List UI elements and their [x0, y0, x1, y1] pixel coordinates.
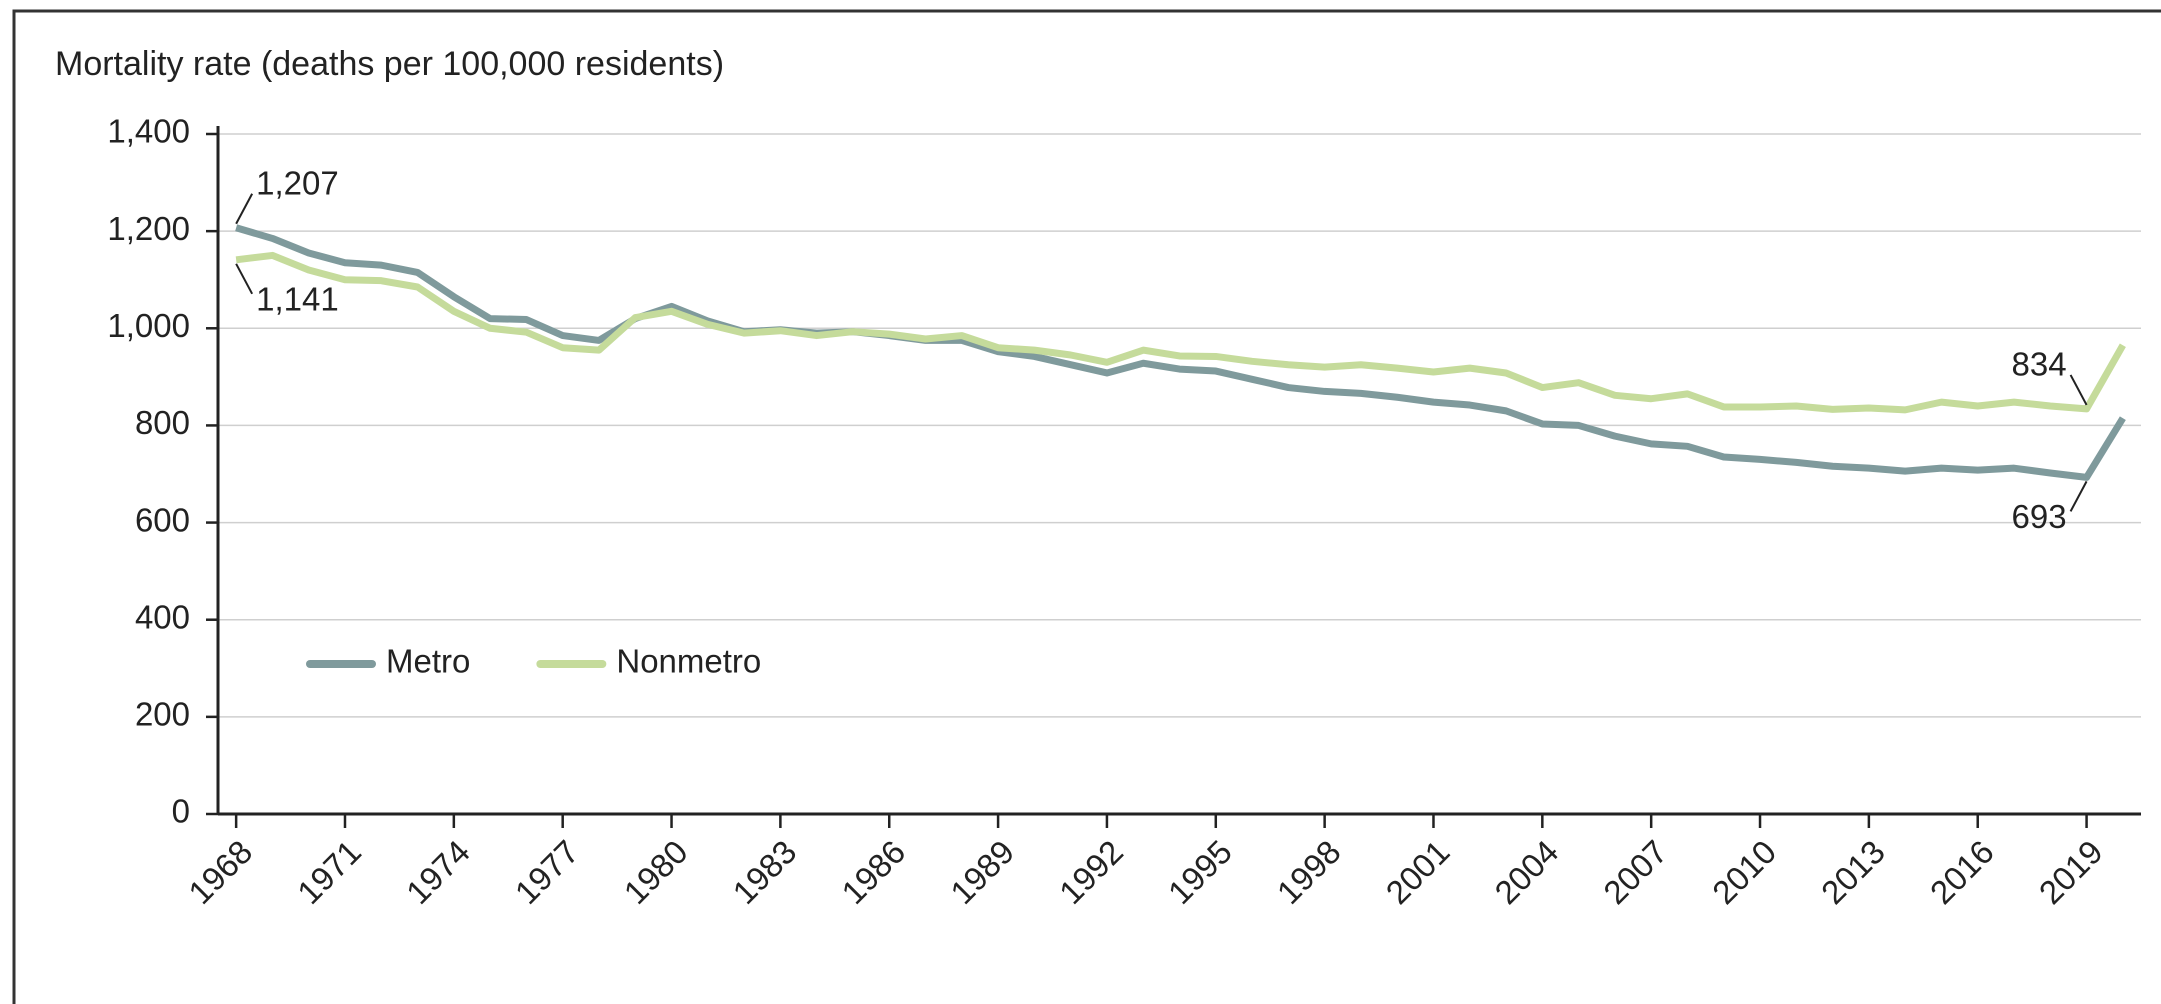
data-label: 1,141: [256, 281, 339, 318]
data-label: 1,207: [256, 164, 339, 201]
y-tick-label: 800: [135, 404, 190, 441]
x-tick-label: 1986: [834, 833, 912, 911]
x-tick-label: 1992: [1052, 833, 1130, 911]
data-label: 834: [2012, 346, 2067, 383]
x-tick-label: 2007: [1596, 833, 1674, 911]
x-tick-label: 1983: [725, 833, 803, 911]
x-tick-label: 1974: [399, 833, 477, 911]
frame: [12, 9, 2161, 1004]
label-leader: [235, 263, 254, 295]
series-line: [235, 224, 2126, 481]
x-tick-label: 1998: [1270, 833, 1348, 911]
x-tick-label: 2016: [1923, 833, 2001, 911]
series-line: [235, 251, 2126, 414]
x-tick-label: 2013: [1814, 833, 1892, 911]
x-tick-label: 1977: [508, 833, 586, 911]
y-tick-label: 600: [135, 501, 190, 538]
x-tick-label: 2001: [1379, 833, 1457, 911]
label-leader: [235, 193, 254, 225]
x-tick-label: 1995: [1161, 833, 1239, 911]
label-leader: [2069, 374, 2088, 406]
y-tick-label: 200: [135, 696, 190, 733]
x-tick-label: 2010: [1705, 833, 1783, 911]
x-tick-label: 2004: [1487, 833, 1565, 911]
x-tick-label: 1968: [181, 833, 259, 911]
data-label: 693: [2012, 498, 2067, 535]
x-tick-label: 2019: [2032, 833, 2110, 911]
y-tick-label: 1,000: [107, 307, 190, 344]
y-tick-label: 400: [135, 598, 190, 635]
y-tick-label: 1,400: [107, 113, 190, 150]
chart-title: Mortality rate (deaths per 100,000 resid…: [55, 45, 724, 83]
legend-label: Nonmetro: [616, 643, 761, 680]
label-leader: [2069, 480, 2088, 512]
legend-label: Metro: [386, 643, 470, 680]
y-tick-label: 1,200: [107, 210, 190, 247]
x-tick-label: 1971: [290, 833, 368, 911]
x-tick-label: 1980: [617, 833, 695, 911]
y-tick-label: 0: [172, 793, 190, 830]
x-tick-label: 1989: [943, 833, 1021, 911]
